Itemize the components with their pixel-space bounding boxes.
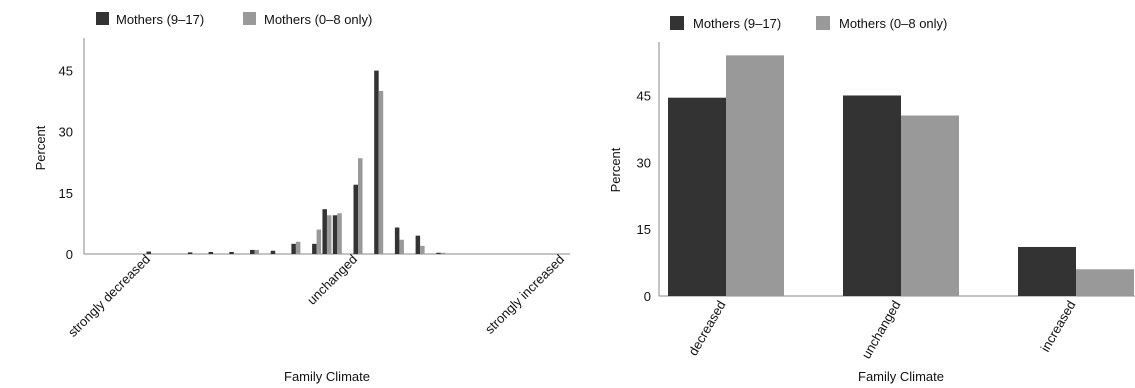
right-legend-label-0-8: Mothers (0–8 only) (839, 16, 947, 31)
right-legend-swatch-0-8 (816, 16, 830, 30)
right-bar-mothers-0-8-decreased (726, 55, 784, 296)
left-bar-mothers-0-8-x-5 (254, 249, 259, 254)
right-bar-mothers-0-8-unchanged (901, 115, 959, 297)
left-bar-mothers-0-8-x1 (378, 90, 384, 254)
right-legend-swatch-9-17 (670, 16, 684, 30)
left-y-tick-label: 15 (59, 186, 73, 201)
right-y-tick-label: 15 (637, 222, 651, 237)
left-bar-mothers-9-17-x-3 (291, 243, 296, 254)
right-bar-mothers-9-17-increased (1018, 246, 1076, 296)
right-y-axis-label: Percent (608, 147, 623, 192)
left-bar-mothers-9-17-extra-1 (187, 252, 193, 254)
right-bars (668, 55, 1134, 297)
left-bar-mothers-0-8-extra-2 (326, 215, 332, 254)
left-bar-mothers-0-8-x-2 (316, 229, 322, 254)
left-x-tick-label: strongly increased (482, 252, 567, 337)
right-x-tick-label: unchanged (858, 298, 903, 361)
left-bar-mothers-0-8-extra-3 (440, 252, 446, 254)
right-y-tick-label: 45 (637, 88, 651, 103)
right-legend: Mothers (9–17) Mothers (0–8 only) (670, 16, 947, 31)
left-bar-mothers-0-8-x3 (420, 245, 425, 254)
left-legend-swatch-9-17 (96, 12, 109, 25)
right-y-ticks: 0 15 30 45 (637, 88, 651, 304)
right-bar-mothers-9-17-unchanged (843, 95, 901, 296)
left-bar-mothers-9-17-x0 (353, 184, 358, 254)
left-bar-mothers-9-17-x3 (415, 235, 421, 254)
right-x-ticks: decreased unchanged increased (685, 298, 1078, 361)
left-y-axis-label: Percent (33, 125, 48, 170)
left-bar-mothers-0-8-x0 (358, 158, 363, 254)
left-bar-mothers-9-17-x-5 (250, 249, 255, 254)
right-x-tick-label: decreased (685, 298, 728, 358)
left-bar-mothers-9-17-x1 (374, 70, 379, 254)
left-x-tick-label: unchanged (304, 252, 360, 308)
right-legend-label-9-17: Mothers (9–17) (693, 16, 781, 31)
left-bar-mothers-9-17-x-1 (332, 215, 338, 254)
left-x-ticks: strongly decreased unchanged strongly incr… (65, 252, 567, 340)
left-bar-mothers-9-17-x2 (394, 227, 400, 254)
right-y-tick-label: 30 (637, 155, 651, 170)
left-bar-mothers-9-17-x-2 (312, 243, 317, 254)
right-bar-mothers-9-17-decreased (668, 97, 726, 296)
right-y-tick-label: 0 (644, 289, 651, 304)
right-x-tick-label: increased (1037, 298, 1078, 354)
left-bar-mothers-9-17-extra-0 (146, 251, 151, 254)
left-y-ticks: 0 15 30 45 (59, 64, 73, 262)
left-legend: Mothers (9–17) Mothers (0–8 only) (96, 12, 372, 27)
left-bars (146, 70, 446, 254)
left-legend-label-0-8: Mothers (0–8 only) (264, 12, 372, 27)
left-legend-swatch-0-8 (243, 12, 256, 25)
left-bar-mothers-9-17-x-6 (229, 251, 234, 254)
left-x-tick-label: strongly decreased (65, 252, 153, 340)
left-bar-mothers-9-17-x-4 (270, 250, 276, 254)
left-y-tick-label: 30 (59, 125, 73, 140)
left-bar-mothers-0-8-x-1 (337, 213, 342, 254)
left-x-axis-label: Family Climate (284, 369, 370, 384)
left-bar-mothers-0-8-x2 (399, 239, 404, 254)
left-y-tick-label: 45 (59, 64, 73, 79)
left-bar-mothers-0-8-x-3 (295, 241, 301, 254)
right-x-axis-label: Family Climate (858, 369, 944, 384)
left-bar-mothers-9-17-extra-2 (322, 209, 327, 254)
left-legend-label-9-17: Mothers (9–17) (116, 12, 204, 27)
left-bar-mothers-9-17-x-7 (208, 251, 214, 254)
left-bar-mothers-9-17-extra-3 (436, 252, 441, 254)
right-bar-mothers-0-8-increased (1076, 269, 1134, 296)
right-chart-panel: Mothers (9–17) Mothers (0–8 only) 0 15 30 4… (608, 16, 1135, 384)
left-y-tick-label: 0 (66, 247, 73, 262)
left-chart-panel: Mothers (9–17) Mothers (0–8 only) 0 15 30 4… (33, 12, 570, 384)
